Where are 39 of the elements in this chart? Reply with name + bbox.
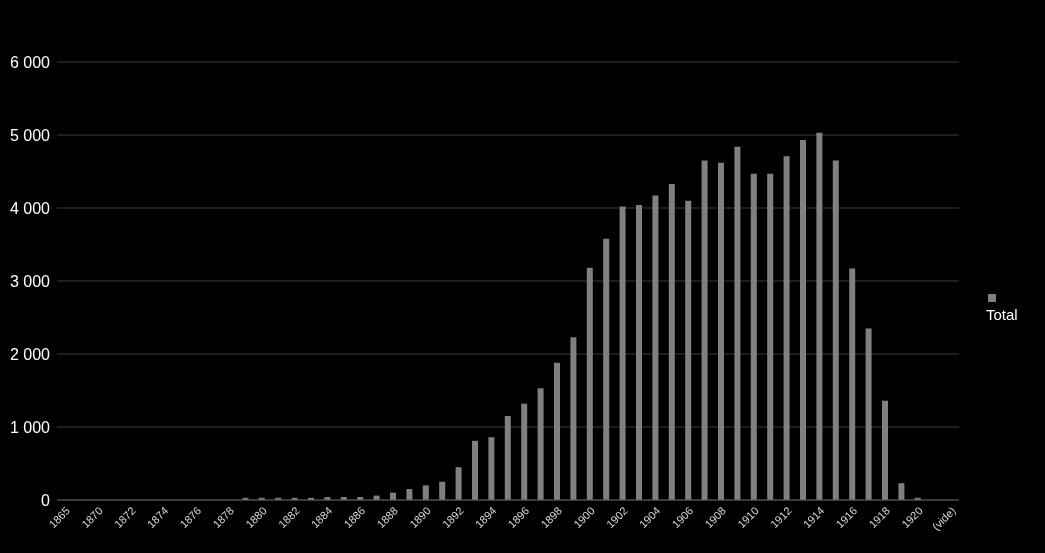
y-tick-label: 4 000 [9, 199, 51, 217]
bar [652, 195, 659, 500]
bar [750, 173, 757, 500]
bar [767, 173, 774, 500]
bar [406, 489, 413, 500]
bar [800, 140, 806, 500]
y-tick-label: 3 000 [9, 272, 51, 290]
bar [898, 483, 905, 500]
bar [570, 337, 577, 500]
bar [619, 206, 626, 500]
bar [783, 156, 790, 500]
bar [603, 238, 610, 500]
bar [422, 485, 429, 500]
bar [636, 205, 642, 500]
bar [554, 362, 560, 500]
bar [849, 268, 856, 500]
bar [586, 267, 593, 500]
y-tick-label: 5 000 [9, 126, 51, 144]
bar [832, 160, 839, 500]
bar [472, 440, 478, 500]
bar [816, 132, 823, 500]
bar [701, 160, 708, 500]
bar [537, 388, 544, 500]
y-tick-label: 2 000 [9, 345, 51, 363]
bar [685, 200, 692, 500]
bar [504, 416, 511, 500]
bar [439, 481, 446, 500]
bar [882, 400, 888, 500]
bar [488, 437, 495, 500]
bar [521, 403, 528, 500]
bar [734, 146, 741, 500]
bar [865, 328, 872, 500]
legend-label: Total [986, 306, 1018, 324]
y-tick-label: 6 000 [9, 53, 51, 71]
bar [668, 183, 675, 500]
y-tick-label: 0 [41, 491, 51, 509]
bar [718, 162, 724, 500]
bar [455, 467, 462, 500]
y-tick-label: 1 000 [9, 418, 51, 436]
